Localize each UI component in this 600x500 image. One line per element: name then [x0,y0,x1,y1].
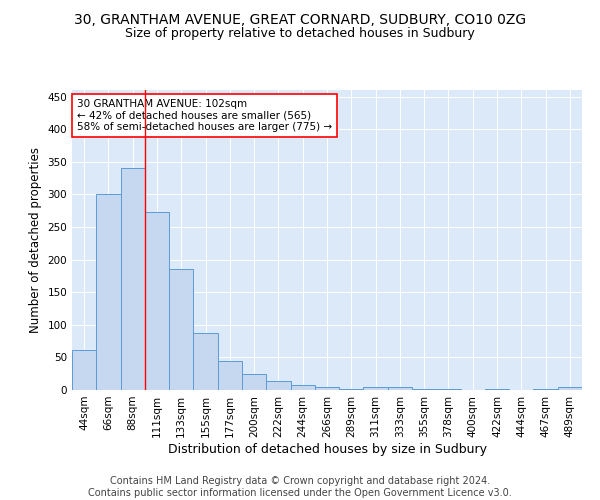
Bar [218,360,242,390]
Bar [266,381,290,390]
Bar [290,386,315,390]
Bar [121,168,145,390]
Text: Size of property relative to detached houses in Sudbury: Size of property relative to detached ho… [125,28,475,40]
Bar [412,388,436,390]
Bar [72,350,96,390]
Bar [388,388,412,390]
Bar [193,332,218,390]
Y-axis label: Number of detached properties: Number of detached properties [29,147,42,333]
Bar [364,386,388,390]
Bar [339,388,364,390]
Bar [169,270,193,390]
X-axis label: Distribution of detached houses by size in Sudbury: Distribution of detached houses by size … [167,442,487,456]
Bar [242,374,266,390]
Bar [315,386,339,390]
Text: 30, GRANTHAM AVENUE, GREAT CORNARD, SUDBURY, CO10 0ZG: 30, GRANTHAM AVENUE, GREAT CORNARD, SUDB… [74,12,526,26]
Bar [558,388,582,390]
Text: Contains HM Land Registry data © Crown copyright and database right 2024.
Contai: Contains HM Land Registry data © Crown c… [88,476,512,498]
Bar [96,194,121,390]
Bar [145,212,169,390]
Text: 30 GRANTHAM AVENUE: 102sqm
← 42% of detached houses are smaller (565)
58% of sem: 30 GRANTHAM AVENUE: 102sqm ← 42% of deta… [77,99,332,132]
